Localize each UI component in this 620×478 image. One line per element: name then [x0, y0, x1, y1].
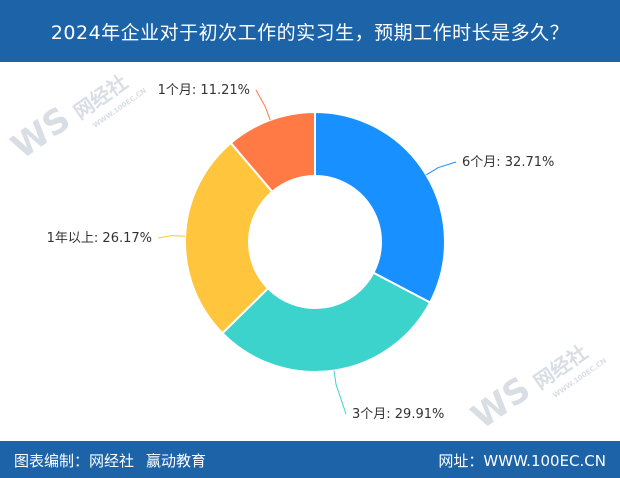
footer-site: 网址：WWW.100EC.CN — [438, 450, 606, 471]
chart-footer: 图表编制：网经社 赢动教育 网址：WWW.100EC.CN — [0, 441, 620, 478]
donut-slice — [220, 271, 432, 373]
leader-line — [426, 161, 457, 176]
donut-slices — [184, 110, 446, 373]
slice-label: 6个月: 32.71% — [462, 155, 554, 170]
watermark-top-left: WS 网经社 WWW.100EC.CN — [4, 70, 148, 167]
credit-label: 图表编制： — [14, 452, 90, 470]
leader-line — [333, 370, 347, 415]
donut-chart: WS 网经社 WWW.100EC.CN WS 网经社 WWW.100EC.CN … — [4, 70, 608, 437]
donut-slice — [184, 141, 274, 335]
slice-label: 3个月: 29.91% — [352, 407, 444, 422]
donut-slice — [229, 110, 316, 194]
site-url: WWW.100EC.CN — [483, 452, 606, 470]
watermark-logo: WS — [464, 369, 538, 437]
watermark-bottom-right: WS 网经社 WWW.100EC.CN — [464, 340, 608, 437]
leader-line — [255, 89, 271, 121]
watermark-logo: WS — [4, 99, 78, 167]
credit-org-1: 网经社 — [89, 452, 135, 470]
slice-label: 1个月: 11.21% — [158, 83, 250, 98]
footer-credit: 图表编制：网经社 赢动教育 — [14, 450, 206, 471]
leader-line — [157, 235, 186, 239]
site-label: 网址： — [438, 452, 484, 470]
credit-org-2: 赢动教育 — [146, 452, 207, 470]
leader-lines — [157, 89, 457, 415]
donut-slice — [314, 110, 446, 304]
slice-labels: 6个月: 32.71% 3个月: 29.91% 1年以上: 26.17% 1个月: 1… — [47, 83, 555, 422]
slice-label: 1年以上: 26.17% — [47, 231, 152, 246]
chart-title: 2024年企业对于初次工作的实习生，预期工作时长是多久？ — [0, 0, 620, 62]
